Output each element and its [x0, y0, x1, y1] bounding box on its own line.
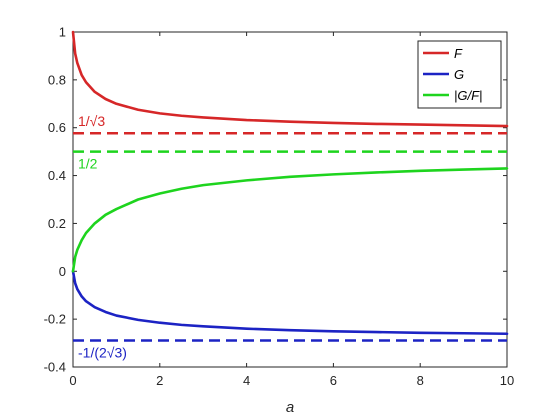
x-tick-label: 8 [417, 373, 424, 388]
x-axis-label: a [286, 399, 294, 416]
series-line [71, 167, 509, 273]
y-tick-label: 0.6 [48, 120, 66, 135]
reference-line-label: 1/√3 [78, 113, 105, 129]
legend-entry: G [454, 67, 464, 82]
reference-line-label: -1/(2√3) [78, 344, 127, 360]
legend-entry: |G/F| [454, 88, 482, 103]
reference-line-label: 1/2 [78, 156, 98, 172]
x-tick-label: 0 [69, 373, 76, 388]
y-tick-label: 0.4 [48, 168, 66, 183]
y-tick-label: 1 [59, 25, 66, 40]
y-tick-label: -0.4 [44, 360, 66, 375]
y-tick-label: -0.2 [44, 312, 66, 327]
x-tick-label: 6 [330, 373, 337, 388]
x-tick-label: 10 [500, 373, 514, 388]
y-tick-label: 0 [59, 264, 66, 279]
y-tick-label: 0.8 [48, 72, 66, 87]
x-tick-label: 2 [156, 373, 163, 388]
y-tick-label: 0.2 [48, 216, 66, 231]
legend-entry: F [454, 46, 463, 61]
series-line [71, 30, 509, 128]
axes-box [72, 31, 508, 368]
x-tick-label: 4 [243, 373, 250, 388]
series-line [71, 269, 509, 336]
plot-area: 0 2 4 6 8 10 -0.4 -0.2 0 0.2 0.4 0.6 0.8 1 a 1/√3 1/2 -1/… [44, 25, 515, 417]
